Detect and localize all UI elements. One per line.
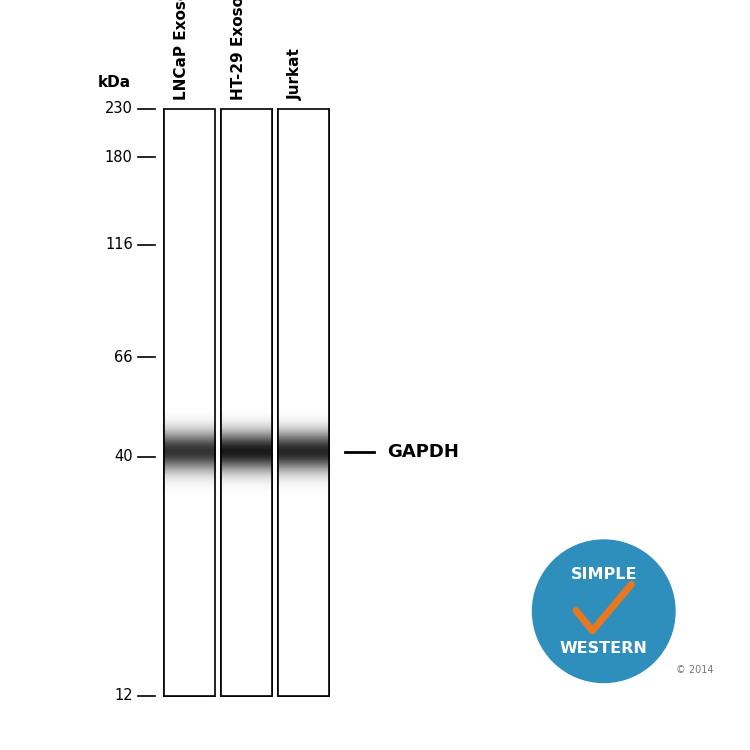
Text: GAPDH: GAPDH [387,442,459,460]
Text: kDa: kDa [98,75,130,90]
Bar [220,109,272,696]
Text: 66: 66 [114,350,133,364]
Text: 230: 230 [105,101,133,116]
Bar [164,109,214,696]
Bar [278,109,328,696]
Text: Jurkat: Jurkat [288,48,303,100]
Text: 40: 40 [114,449,133,464]
Text: HT-29 Exosome: HT-29 Exosome [231,0,246,100]
Text: 12: 12 [114,688,133,703]
Circle shape [532,540,675,682]
Bar [220,109,272,696]
Text: SIMPLE: SIMPLE [571,567,637,582]
Text: LNCaP Exosome: LNCaP Exosome [174,0,189,100]
Text: 116: 116 [105,237,133,252]
Text: 180: 180 [105,150,133,165]
Bar [278,109,328,696]
Text: WESTERN: WESTERN [560,640,648,656]
Bar [164,109,214,696]
Text: © 2014: © 2014 [676,665,714,675]
